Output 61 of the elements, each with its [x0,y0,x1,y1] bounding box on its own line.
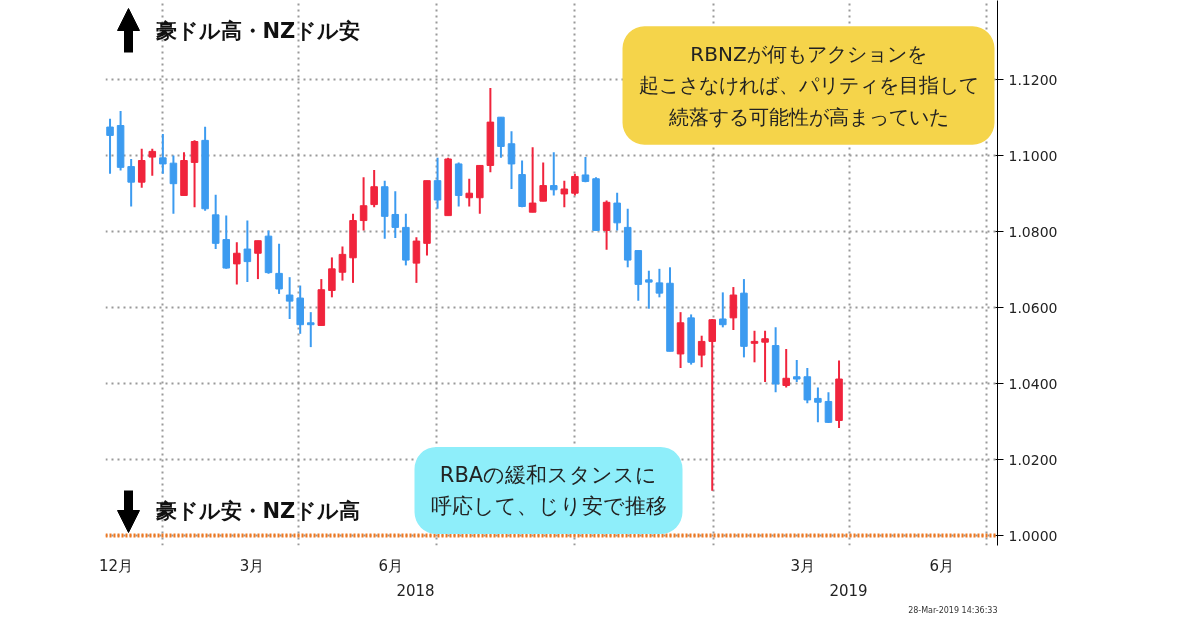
candlestick [581,156,590,184]
candlestick [571,172,579,197]
y-tick-label: 1.1000 [1008,147,1058,164]
candlestick [137,147,146,189]
candlestick [560,179,569,209]
candlestick [275,242,283,295]
candlestick [159,132,167,175]
y-tick-label: 1.0800 [1008,223,1058,240]
y-tick-label: 1.0600 [1008,299,1058,316]
candlestick [792,359,801,384]
candlestick [729,286,738,332]
candlestick [328,256,336,299]
y-tick-label: 1.0200 [1008,451,1058,468]
candlestick [254,239,262,281]
candlestick [169,154,178,215]
x-tick-label: 6月 [378,556,404,575]
candlestick [761,329,769,384]
candlestick [391,190,400,240]
candlestick [285,276,294,320]
text: 2018 [396,581,435,600]
y-tick-label: 1.0000 [1008,527,1058,544]
candlestick [719,291,727,329]
candlestick [433,156,442,210]
candlestick [127,157,135,208]
candlestick [190,139,199,209]
candlestick [645,269,653,310]
annotation: 豪ドル安・NZドル高 [154,498,361,523]
candlestick [824,391,833,425]
candlestick [243,219,252,284]
x-tick-label: 6月 [929,556,954,575]
candlestick [782,348,790,389]
candlestick [803,367,812,405]
candlestick [613,191,621,232]
candlestick [465,177,474,208]
candlestick [750,329,759,364]
candlestick [528,146,537,214]
candlestick [148,147,157,177]
candlestick [359,176,368,232]
annotation: RBNZが何もアクションを起こさなければ、パリティを目指して続落する可能性が高まっていた [638,42,979,129]
candlestick [697,334,706,369]
candlestick [708,317,717,492]
candlestick [106,117,114,175]
x-tick-label: 3月 [239,556,265,575]
candlestick [814,386,822,424]
y-tick-label: 1.0400 [1008,375,1058,392]
text: 28-Mar-2019 14:36:33 [908,605,998,615]
x-tick-label: 12月 [99,556,134,575]
candlestick [549,151,558,197]
y-tick-label: 1.1200 [1008,71,1058,88]
candlestick [338,245,347,282]
candlestick [233,241,241,286]
annotation: RBAの緩和スタンスに呼応して、じり安で推移 [430,462,667,519]
x-tick-label: 3月 [790,556,816,575]
candlestick [412,236,421,284]
candlestick [370,169,378,209]
candlestick [306,311,315,349]
annotation: 豪ドル高・NZドル安 [154,18,361,43]
candlestick [539,161,547,203]
text: 2019 [829,581,868,600]
candlestick [655,267,664,299]
candlestick [507,130,516,191]
